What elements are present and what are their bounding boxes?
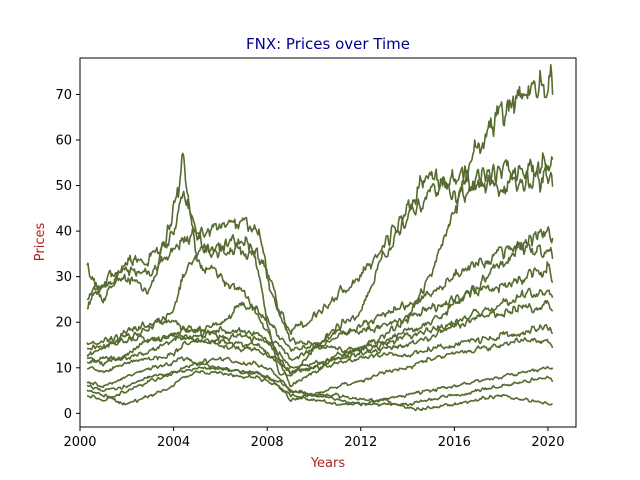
series-line-3 [86, 64, 554, 388]
y-axis: 0 10 20 30 40 50 60 70 [55, 88, 80, 422]
y-tick-label: 40 [55, 225, 72, 240]
series-line-13 [86, 299, 554, 369]
plot-area [86, 64, 554, 412]
y-tick-label: 0 [64, 407, 72, 422]
y-tick-label: 30 [55, 270, 72, 285]
y-tick-label: 20 [55, 316, 72, 331]
series-line-2 [86, 165, 554, 336]
series-line-9 [86, 337, 554, 403]
y-tick-label: 10 [55, 361, 72, 376]
series-line-6 [86, 261, 554, 367]
x-tick-label: 2012 [344, 435, 377, 450]
series-line-11 [86, 356, 554, 407]
series-line-5 [86, 241, 554, 362]
series-line-12 [86, 366, 553, 412]
series-line-10 [86, 365, 554, 407]
series-line-8 [86, 323, 554, 375]
x-tick-label: 2008 [251, 435, 284, 450]
x-axis: 2000 2004 2008 2012 2016 2020 [63, 427, 564, 450]
y-tick-label: 70 [55, 88, 72, 103]
y-tick-label: 60 [55, 134, 72, 149]
x-tick-label: 2000 [63, 435, 96, 450]
y-axis-label: Prices [33, 223, 48, 262]
y-tick-label: 50 [55, 179, 72, 194]
x-tick-label: 2016 [438, 435, 471, 450]
axes-frame [79, 57, 577, 428]
x-tick-label: 2020 [531, 435, 564, 450]
chart-title: FNX: Prices over Time [246, 35, 410, 53]
x-tick-label: 2004 [157, 435, 190, 450]
x-axis-label: Years [310, 456, 346, 471]
